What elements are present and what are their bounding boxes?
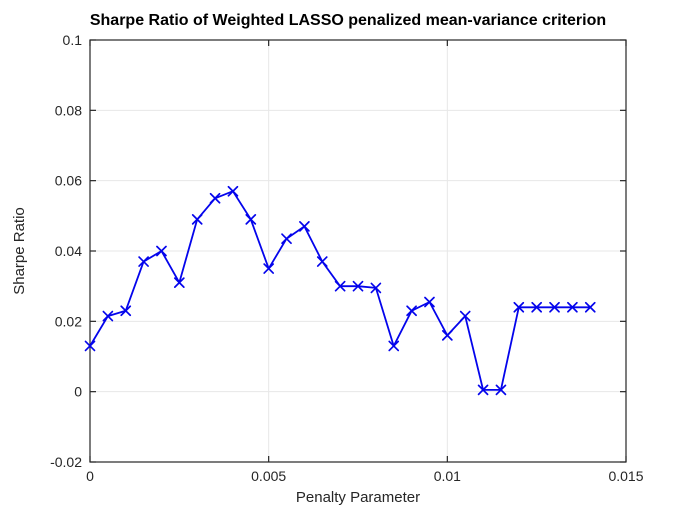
- x-marker: [316, 256, 328, 267]
- marker-stroke: [191, 214, 203, 225]
- x-tick-label: 0.005: [251, 468, 286, 484]
- marker-stroke: [459, 310, 471, 322]
- x-marker: [424, 296, 435, 308]
- y-tick-label: 0.1: [63, 32, 83, 48]
- x-marker: [299, 221, 310, 232]
- x-tick-label: 0: [86, 468, 94, 484]
- marker-stroke: [245, 214, 257, 225]
- marker-stroke: [227, 185, 239, 197]
- y-tick-label: 0.06: [55, 173, 82, 189]
- marker-stroke: [388, 340, 400, 352]
- marker-stroke: [156, 245, 167, 257]
- y-tick-label: 0.08: [55, 102, 82, 118]
- x-tick-label: 0.015: [608, 468, 643, 484]
- x-marker: [245, 214, 257, 225]
- x-axis-label: Penalty Parameter: [296, 489, 420, 506]
- marker-stroke: [567, 301, 578, 313]
- x-marker: [227, 185, 239, 197]
- x-marker: [406, 305, 417, 317]
- marker-stroke: [120, 305, 132, 317]
- x-marker: [120, 305, 132, 317]
- y-tick-labels: -0.02 0 0.02 0.04 0.06 0.08 0.1: [50, 32, 82, 470]
- x-marker: [352, 280, 364, 292]
- marker-stroke: [299, 221, 310, 232]
- x-marker: [584, 301, 596, 313]
- tick-marks: [89, 39, 627, 463]
- marker-stroke: [281, 233, 292, 245]
- marker-stroke: [84, 340, 96, 352]
- x-marker: [281, 233, 292, 245]
- marker-stroke: [173, 277, 185, 288]
- y-tick-label: 0: [74, 384, 82, 400]
- x-marker: [531, 301, 543, 313]
- x-tick-label: 0.01: [434, 468, 461, 484]
- marker-stroke: [209, 192, 221, 204]
- series-polyline: [89, 190, 591, 391]
- chart-title: Sharpe Ratio of Weighted LASSO penalized…: [90, 12, 606, 29]
- x-marker: [459, 310, 471, 322]
- marker-stroke: [138, 256, 149, 267]
- x-marker: [495, 384, 507, 396]
- marker-stroke: [549, 301, 560, 313]
- marker-stroke: [441, 330, 453, 341]
- x-tick-labels: 0 0.005 0.01 0.015: [86, 468, 644, 484]
- y-tick-label: 0.04: [55, 243, 82, 259]
- x-marker: [102, 310, 114, 322]
- marker-stroke: [531, 301, 543, 313]
- x-marker: [209, 192, 221, 204]
- y-axis-label: Sharpe Ratio: [11, 207, 28, 295]
- marker-stroke: [263, 263, 275, 274]
- x-marker: [513, 301, 525, 313]
- x-marker: [156, 245, 167, 257]
- marker-stroke: [495, 384, 507, 396]
- marker-stroke: [406, 305, 417, 317]
- y-tick-label: -0.02: [50, 454, 82, 470]
- marker-stroke: [513, 301, 525, 313]
- marker-stroke: [424, 296, 435, 308]
- x-marker: [388, 340, 400, 352]
- x-marker: [263, 263, 275, 274]
- x-marker: [84, 340, 96, 352]
- gridlines: [90, 40, 626, 462]
- marker-stroke: [334, 280, 346, 292]
- marker-stroke: [316, 256, 328, 267]
- marker-stroke: [352, 280, 364, 292]
- y-tick-label: 0.02: [55, 313, 82, 329]
- marker-stroke: [584, 301, 596, 313]
- x-marker: [173, 277, 185, 288]
- x-marker: [441, 330, 453, 341]
- x-marker: [334, 280, 346, 292]
- data-series-line: [84, 185, 596, 396]
- x-marker: [191, 214, 203, 225]
- x-marker: [567, 301, 578, 313]
- x-marker: [370, 282, 382, 294]
- marker-stroke: [477, 384, 489, 396]
- x-marker: [138, 256, 149, 267]
- marker-stroke: [102, 310, 114, 322]
- marker-stroke: [370, 282, 382, 294]
- x-marker: [477, 384, 489, 396]
- x-marker: [549, 301, 560, 313]
